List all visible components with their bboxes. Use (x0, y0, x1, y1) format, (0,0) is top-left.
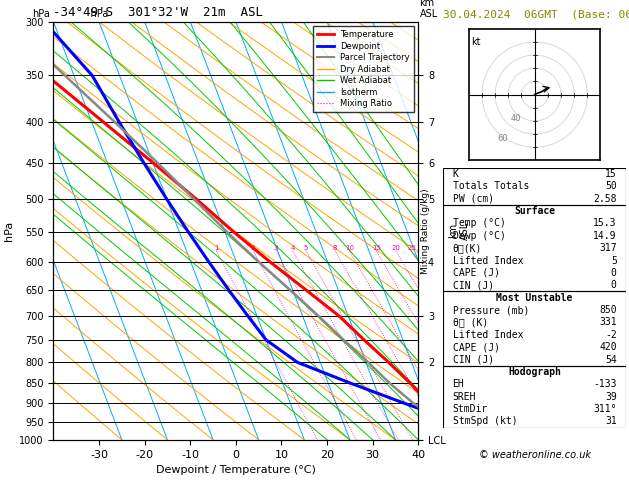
Text: 15.3: 15.3 (593, 218, 617, 228)
Text: 50: 50 (605, 181, 617, 191)
Text: Temp (°C): Temp (°C) (453, 218, 506, 228)
Text: 850: 850 (599, 305, 617, 315)
Legend: Temperature, Dewpoint, Parcel Trajectory, Dry Adiabat, Wet Adiabat, Isotherm, Mi: Temperature, Dewpoint, Parcel Trajectory… (313, 26, 414, 112)
X-axis label: Dewpoint / Temperature (°C): Dewpoint / Temperature (°C) (156, 465, 316, 475)
Text: 8: 8 (333, 245, 337, 251)
Text: 1: 1 (214, 245, 219, 251)
Text: CIN (J): CIN (J) (453, 280, 494, 290)
Text: 5: 5 (304, 245, 308, 251)
Text: Surface: Surface (514, 206, 555, 216)
Text: 420: 420 (599, 342, 617, 352)
Text: 25: 25 (407, 245, 416, 251)
Text: 5: 5 (611, 256, 617, 265)
Text: Dewp (°C): Dewp (°C) (453, 231, 506, 241)
Text: 10: 10 (345, 245, 354, 251)
Text: 40: 40 (511, 114, 521, 123)
Text: Pressure (mb): Pressure (mb) (453, 305, 529, 315)
Text: θᴇ(K): θᴇ(K) (453, 243, 482, 253)
Text: 30.04.2024  06GMT  (Base: 06): 30.04.2024 06GMT (Base: 06) (443, 9, 629, 19)
Text: CIN (J): CIN (J) (453, 355, 494, 364)
Text: 20: 20 (391, 245, 400, 251)
Text: hPa: hPa (33, 9, 50, 19)
Text: 39: 39 (605, 392, 617, 402)
Y-axis label: km
ASL: km ASL (448, 222, 470, 240)
Text: StmDir: StmDir (453, 404, 488, 414)
Text: hPa: hPa (53, 9, 109, 19)
Text: 311°: 311° (593, 404, 617, 414)
Text: CAPE (J): CAPE (J) (453, 268, 499, 278)
Text: Hodograph: Hodograph (508, 367, 561, 377)
Text: © weatheronline.co.uk: © weatheronline.co.uk (479, 450, 591, 460)
Text: km
ASL: km ASL (420, 0, 438, 19)
Text: PW (cm): PW (cm) (453, 193, 494, 204)
Text: 0: 0 (611, 268, 617, 278)
Text: 60: 60 (498, 134, 508, 143)
Text: 54: 54 (605, 355, 617, 364)
Text: Lifted Index: Lifted Index (453, 256, 523, 265)
Text: 31: 31 (605, 417, 617, 427)
Y-axis label: hPa: hPa (4, 221, 14, 241)
Text: 2.58: 2.58 (593, 193, 617, 204)
Text: SREH: SREH (453, 392, 476, 402)
Text: EH: EH (453, 380, 464, 389)
Text: 15: 15 (372, 245, 381, 251)
Text: 15: 15 (605, 169, 617, 179)
Text: 3: 3 (274, 245, 278, 251)
Text: K: K (453, 169, 459, 179)
Text: 317: 317 (599, 243, 617, 253)
Text: -133: -133 (593, 380, 617, 389)
Text: Lifted Index: Lifted Index (453, 330, 523, 340)
Text: kt: kt (472, 36, 481, 47)
Text: StmSpd (kt): StmSpd (kt) (453, 417, 517, 427)
Text: 331: 331 (599, 317, 617, 328)
Text: Totals Totals: Totals Totals (453, 181, 529, 191)
Text: θᴇ (K): θᴇ (K) (453, 317, 488, 328)
Text: -2: -2 (605, 330, 617, 340)
Text: 4: 4 (291, 245, 295, 251)
Text: 0: 0 (611, 280, 617, 290)
Text: 14.9: 14.9 (593, 231, 617, 241)
Text: Most Unstable: Most Unstable (496, 293, 573, 303)
Text: Mixing Ratio (g/kg): Mixing Ratio (g/kg) (421, 188, 430, 274)
Text: -34°49'S  301°32'W  21m  ASL: -34°49'S 301°32'W 21m ASL (53, 6, 264, 19)
Text: CAPE (J): CAPE (J) (453, 342, 499, 352)
Text: 2: 2 (251, 245, 255, 251)
